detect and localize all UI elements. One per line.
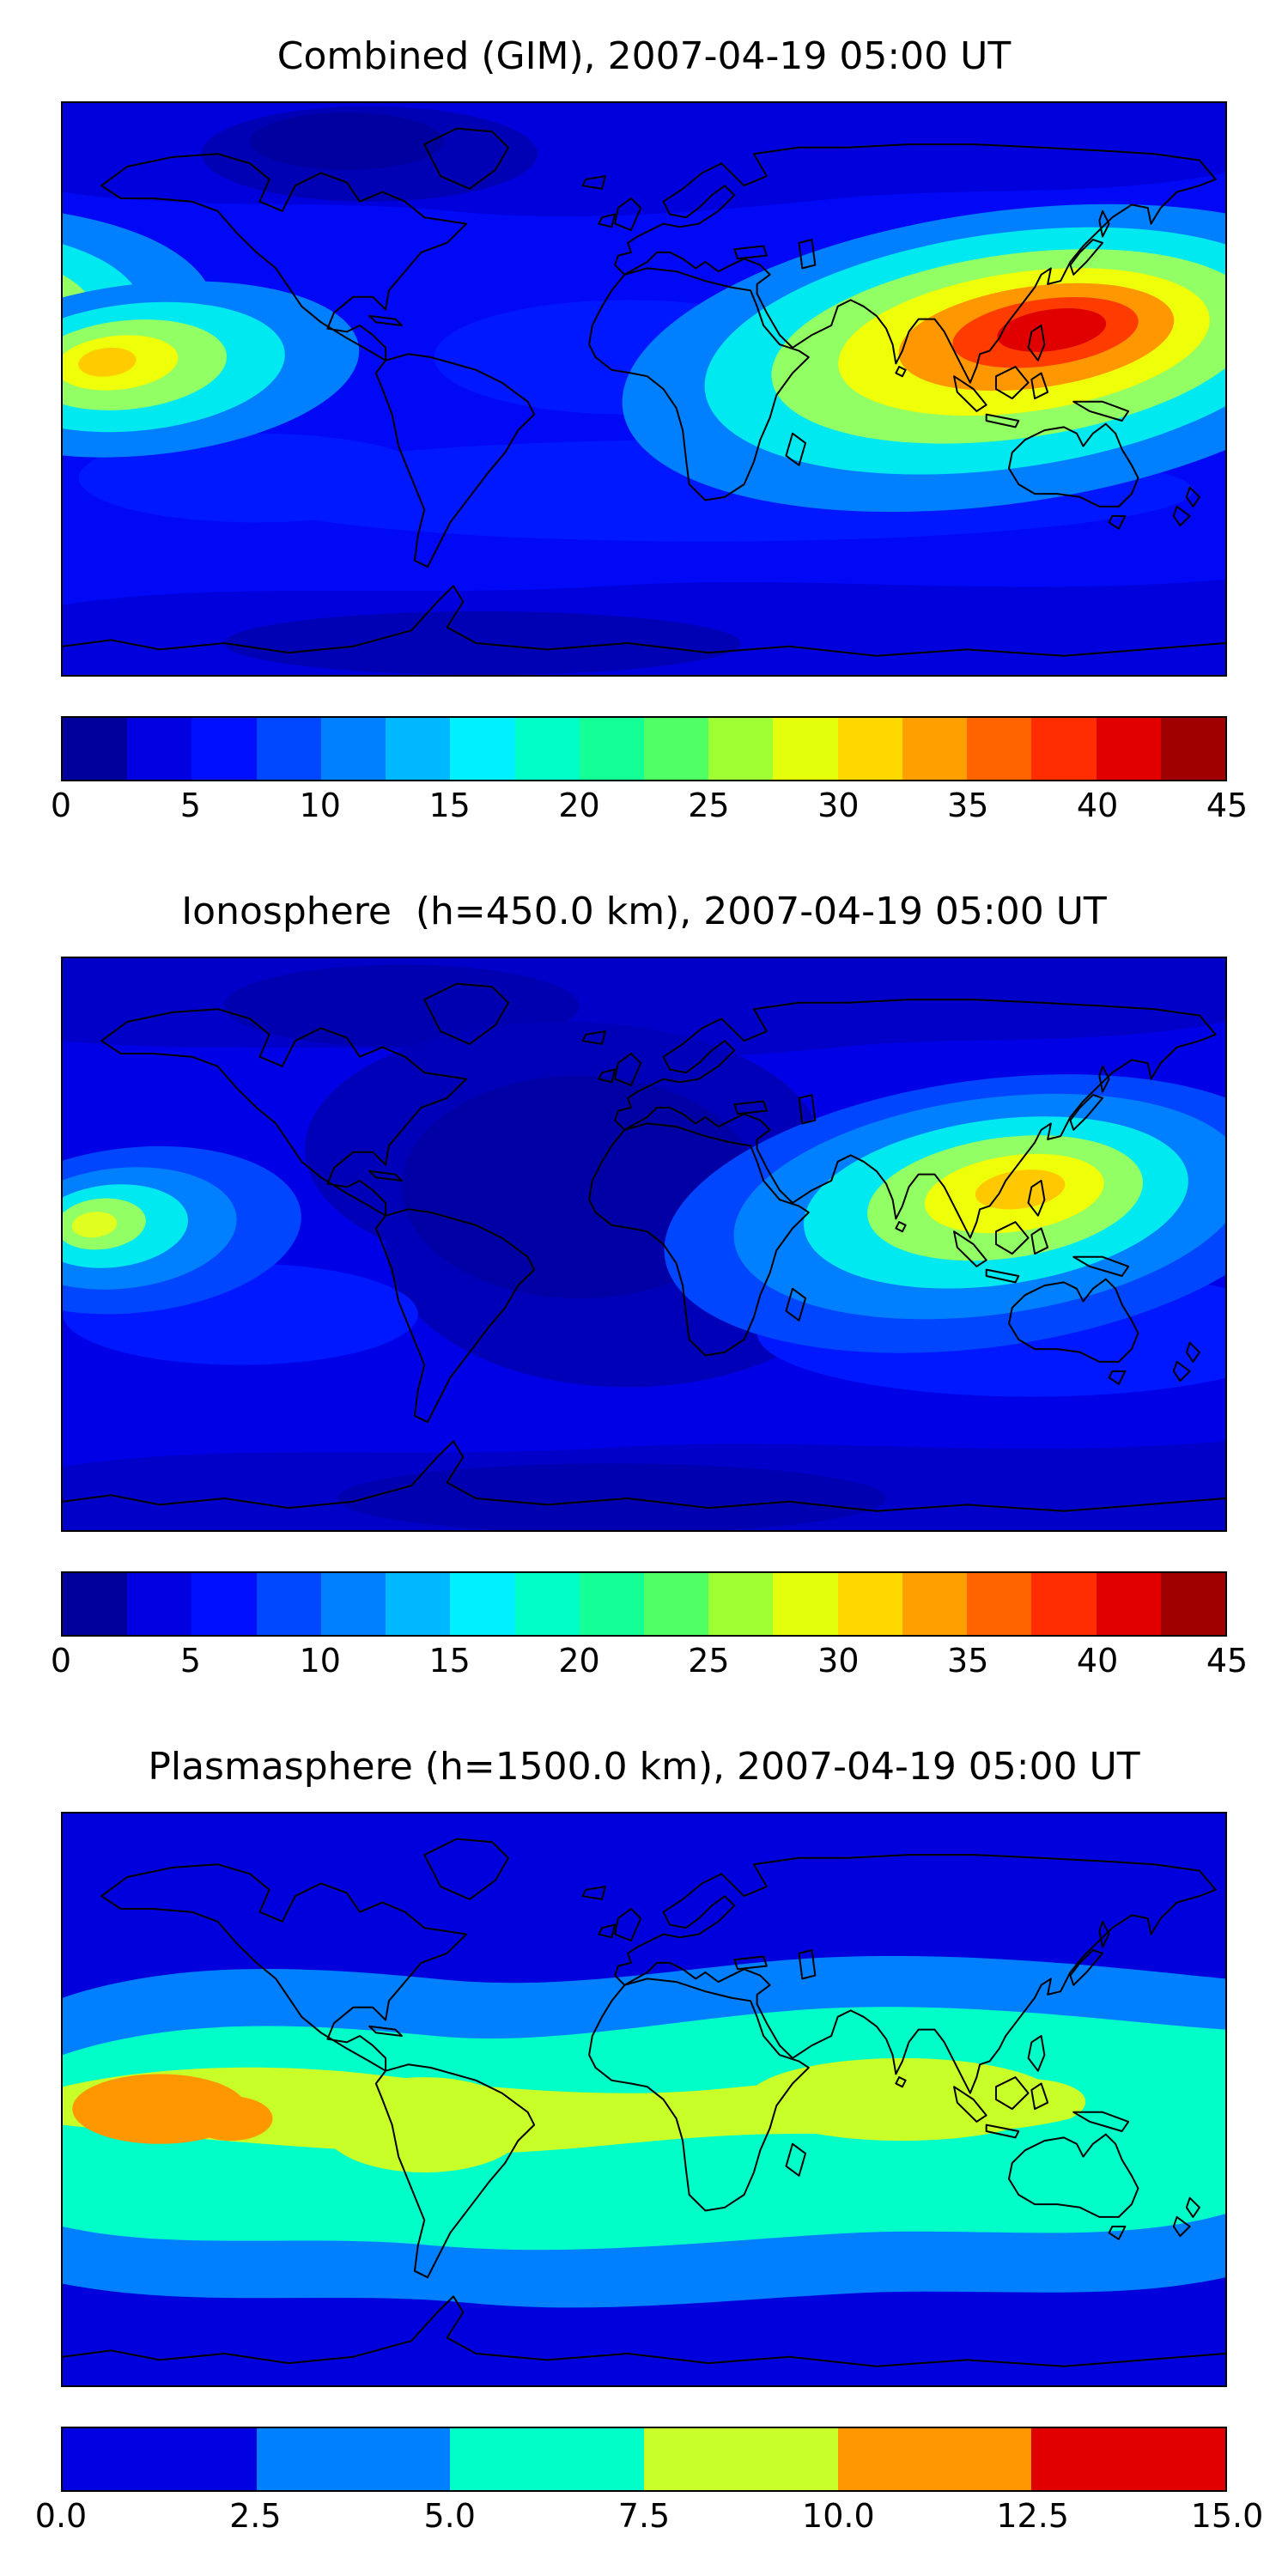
- colorbar-ticks-combined: 0 5 10 15 20 25 30 35 40 45: [51, 787, 1248, 835]
- colorbar-tick-label: 15: [428, 787, 471, 824]
- panel-plasmasphere: Plasmasphere (h=1500.0 km), 2007-04-19 0…: [0, 1710, 1288, 2545]
- colorbar-tick-label: 15: [428, 1642, 471, 1680]
- colorbar-tick-label: 30: [817, 1642, 860, 1680]
- contour-fill: [63, 958, 1225, 1530]
- colorbar-tick-label: 5.0: [423, 2497, 476, 2535]
- colorbar-segment: [902, 718, 968, 780]
- colorbar-segment: [450, 1573, 515, 1635]
- tec-contour-map: [63, 958, 1225, 1530]
- colorbar-segment: [1096, 718, 1161, 780]
- colorbar-segment: [708, 1573, 774, 1635]
- map-plasmasphere: [61, 1812, 1227, 2387]
- colorbar-segment: [708, 718, 774, 780]
- colorbar-tick-label: 15.0: [1190, 2497, 1264, 2535]
- colorbar-tick-label: 10: [299, 1642, 341, 1680]
- colorbar-segment: [514, 718, 580, 780]
- colorbar-tick-label: 20: [558, 787, 600, 824]
- colorbar-tick-label: 35: [947, 1642, 989, 1680]
- contour-fill: [63, 103, 1225, 675]
- map-combined-gim: [61, 101, 1227, 677]
- colorbar-segment: [1160, 1573, 1225, 1635]
- colorbar-segment: [1031, 1573, 1097, 1635]
- colorbar-tick-label: 10: [299, 787, 341, 824]
- colorbar-segment: [1096, 1573, 1161, 1635]
- colorbar-tick-label: 2.5: [229, 2497, 282, 2535]
- colorbar-tick-label: 20: [558, 1642, 600, 1680]
- colorbar-segment: [514, 1573, 580, 1635]
- colorbar-segment: [320, 1573, 386, 1635]
- colorbar-plasmasphere: [61, 2427, 1227, 2492]
- colorbar-segment: [579, 1573, 644, 1635]
- colorbar-segment: [320, 718, 386, 780]
- contour-fill: [63, 1814, 1225, 2385]
- colorbar-segment: [63, 718, 128, 780]
- colorbar-segment: [644, 2428, 838, 2490]
- tec-contour-map: [63, 103, 1225, 675]
- colorbar-segment: [450, 718, 515, 780]
- colorbar-tick-label: 40: [1076, 787, 1119, 824]
- colorbar-segment: [773, 1573, 838, 1635]
- colorbar-segment: [191, 1573, 257, 1635]
- tec-contour-map: [63, 1814, 1225, 2385]
- colorbar-segment: [1031, 718, 1097, 780]
- panel-title: Plasmasphere (h=1500.0 km), 2007-04-19 0…: [148, 1745, 1140, 1789]
- colorbar-tick-label: 25: [688, 787, 730, 824]
- colorbar-segment: [773, 718, 838, 780]
- colorbar-segment: [967, 1573, 1032, 1635]
- panel-title: Ionosphere (h=450.0 km), 2007-04-19 05:0…: [181, 890, 1107, 933]
- colorbar-ionosphere: [61, 1571, 1227, 1637]
- colorbar-segment: [256, 718, 321, 780]
- colorbar-tick-label: 45: [1206, 1642, 1249, 1680]
- panel-title: Combined (GIM), 2007-04-19 05:00 UT: [276, 34, 1012, 78]
- colorbar-tick-label: 5: [179, 787, 201, 824]
- colorbar-segment: [127, 1573, 192, 1635]
- colorbar-segment: [386, 1573, 451, 1635]
- colorbar-segment: [256, 1573, 321, 1635]
- colorbar-tick-label: 10.0: [802, 2497, 875, 2535]
- colorbar-tick-label: 35: [947, 787, 989, 824]
- colorbar-segment: [256, 2428, 451, 2490]
- colorbar-tick-label: 0: [50, 787, 72, 824]
- colorbar-segment: [837, 1573, 902, 1635]
- colorbar-combined: [61, 716, 1227, 781]
- colorbar-tick-label: 0.0: [34, 2497, 88, 2535]
- colorbar-tick-label: 7.5: [617, 2497, 671, 2535]
- colorbar-segment: [579, 718, 644, 780]
- panel-combined-gim: Combined (GIM), 2007-04-19 05:00 UT: [0, 0, 1288, 835]
- colorbar-segment: [127, 718, 192, 780]
- colorbar-segment: [1031, 2428, 1226, 2490]
- colorbar-tick-label: 25: [688, 1642, 730, 1680]
- colorbar-segment: [63, 2428, 257, 2490]
- colorbar-segment: [902, 1573, 968, 1635]
- colorbar-segment: [63, 1573, 128, 1635]
- colorbar-tick-label: 45: [1206, 787, 1249, 824]
- colorbar-segment: [191, 718, 257, 780]
- colorbar-segment: [643, 718, 709, 780]
- colorbar-ticks-plasmasphere: 0.0 2.5 5.0 7.5 10.0 12.5 15.0: [35, 2497, 1264, 2545]
- colorbar-segment: [837, 718, 902, 780]
- colorbar-tick-label: 30: [817, 787, 860, 824]
- colorbar-segment: [837, 2428, 1032, 2490]
- colorbar-tick-label: 5: [179, 1642, 201, 1680]
- colorbar-segment: [643, 1573, 709, 1635]
- map-ionosphere: [61, 957, 1227, 1532]
- panel-ionosphere: Ionosphere (h=450.0 km), 2007-04-19 05:0…: [0, 855, 1288, 1690]
- colorbar-tick-label: 40: [1076, 1642, 1119, 1680]
- colorbar-segment: [386, 718, 451, 780]
- colorbar-ticks-ionosphere: 0 5 10 15 20 25 30 35 40 45: [51, 1642, 1248, 1690]
- colorbar-tick-label: 0: [50, 1642, 72, 1680]
- colorbar-segment: [450, 2428, 645, 2490]
- colorbar-segment: [1160, 718, 1225, 780]
- colorbar-tick-label: 12.5: [996, 2497, 1069, 2535]
- colorbar-segment: [967, 718, 1032, 780]
